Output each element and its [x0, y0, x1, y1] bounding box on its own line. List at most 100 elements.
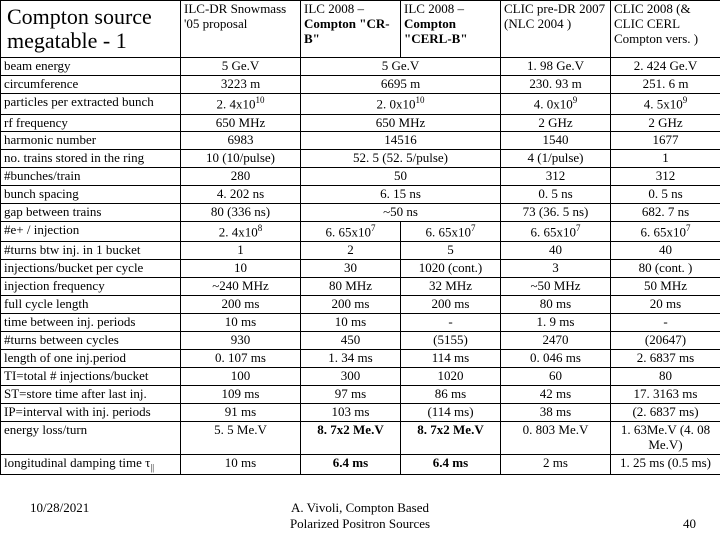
table-row: bunch spacing 4. 202 ns 6. 15 ns 0. 5 ns… — [1, 186, 720, 204]
cell: 2. 424 Ge.V — [611, 58, 720, 76]
cell: 0. 803 Me.V — [501, 421, 611, 454]
cell: 80 MHz — [301, 278, 401, 296]
cell: 2 — [301, 242, 401, 260]
cell: 1. 34 ms — [301, 350, 401, 368]
row-label: #turns between cycles — [1, 332, 181, 350]
cell: 60 — [501, 367, 611, 385]
cell: 38 ms — [501, 403, 611, 421]
row-label: #e+ / injection — [1, 222, 181, 242]
table-row: #turns between cycles 930 450 (5155) 247… — [1, 332, 720, 350]
cell: (20647) — [611, 332, 720, 350]
cell: 17. 3163 ms — [611, 385, 720, 403]
cell: 1 — [611, 150, 720, 168]
cell: 50 MHz — [611, 278, 720, 296]
table-row: no. trains stored in the ring 10 (10/pul… — [1, 150, 720, 168]
cell: 1677 — [611, 132, 720, 150]
title-line-1: Compton source — [7, 4, 152, 29]
table-title: Compton source megatable - 1 — [1, 1, 181, 58]
cell: 6. 15 ns — [301, 186, 501, 204]
cell: 5 Ge.V — [301, 58, 501, 76]
row-label: particles per extracted bunch — [1, 94, 181, 114]
cell: 2. 0x1010 — [301, 94, 501, 114]
cell: 10 ms — [301, 314, 401, 332]
cell: 2 ms — [501, 454, 611, 474]
cell: 8. 7x2 Me.V — [401, 421, 501, 454]
cell: 312 — [501, 168, 611, 186]
col-header-4: CLIC pre-DR 2007 (NLC 2004 ) — [501, 1, 611, 58]
cell: 0. 5 ns — [611, 186, 720, 204]
table-row: injection frequency ~240 MHz 80 MHz 32 M… — [1, 278, 720, 296]
table-row: particles per extracted bunch 2. 4x1010 … — [1, 94, 720, 114]
cell: 1020 (cont.) — [401, 260, 501, 278]
cell: 0. 046 ms — [501, 350, 611, 368]
table-row: IP=interval with inj. periods 91 ms 103 … — [1, 403, 720, 421]
cell: 6. 65x107 — [611, 222, 720, 242]
cell: 80 ms — [501, 296, 611, 314]
cell: 80 (cont. ) — [611, 260, 720, 278]
cell: 80 (336 ns) — [181, 204, 301, 222]
cell: 312 — [611, 168, 720, 186]
cell: 6983 — [181, 132, 301, 150]
table-row: injections/bucket per cycle 10 30 1020 (… — [1, 260, 720, 278]
cell: (5155) — [401, 332, 501, 350]
cell: 5. 5 Me.V — [181, 421, 301, 454]
cell: - — [401, 314, 501, 332]
row-label: circumference — [1, 76, 181, 94]
table-row: beam energy 5 Ge.V 5 Ge.V 1. 98 Ge.V 2. … — [1, 58, 720, 76]
cell: 682. 7 ns — [611, 204, 720, 222]
cell: 52. 5 (52. 5/pulse) — [301, 150, 501, 168]
cell: 1. 9 ms — [501, 314, 611, 332]
cell: 1 — [181, 242, 301, 260]
cell: - — [611, 314, 720, 332]
cell: 5 Ge.V — [181, 58, 301, 76]
cell: 2 GHz — [501, 114, 611, 132]
col-header-1: ILC-DR Snowmass '05 proposal — [181, 1, 301, 58]
cell: (2. 6837 ms) — [611, 403, 720, 421]
col-header-3: ILC 2008 – Compton "CERL-B" — [401, 1, 501, 58]
table-row: harmonic number 6983 14516 1540 1677 — [1, 132, 720, 150]
cell: ~50 ns — [301, 204, 501, 222]
cell: 6695 m — [301, 76, 501, 94]
cell: 73 (36. 5 ns) — [501, 204, 611, 222]
row-label: gap between trains — [1, 204, 181, 222]
row-label: longitudinal damping time τ|| — [1, 454, 181, 474]
cell: 8. 7x2 Me.V — [301, 421, 401, 454]
cell: 32 MHz — [401, 278, 501, 296]
cell: 100 — [181, 367, 301, 385]
table-row: rf frequency 650 MHz 650 MHz 2 GHz 2 GHz — [1, 114, 720, 132]
table-row: full cycle length 200 ms 200 ms 200 ms 8… — [1, 296, 720, 314]
cell: 6.4 ms — [301, 454, 401, 474]
cell: ~50 MHz — [501, 278, 611, 296]
cell: 930 — [181, 332, 301, 350]
row-label: ST=store time after last inj. — [1, 385, 181, 403]
row-label: injection frequency — [1, 278, 181, 296]
cell: 200 ms — [401, 296, 501, 314]
table-row: #bunches/train 280 50 312 312 — [1, 168, 720, 186]
cell: 1. 63Me.V (4. 08 Me.V) — [611, 421, 720, 454]
cell: ~240 MHz — [181, 278, 301, 296]
cell: 4. 0x109 — [501, 94, 611, 114]
row-label: IP=interval with inj. periods — [1, 403, 181, 421]
row-label: no. trains stored in the ring — [1, 150, 181, 168]
cell: 2. 4x1010 — [181, 94, 301, 114]
cell: 40 — [501, 242, 611, 260]
cell: 2. 4x108 — [181, 222, 301, 242]
row-label: injections/bucket per cycle — [1, 260, 181, 278]
footer-overlay: 10/28/2021 A. Vivoli, Compton BasedPolar… — [0, 500, 720, 532]
cell: 14516 — [301, 132, 501, 150]
cell: 40 — [611, 242, 720, 260]
cell: 1. 25 ms (0.5 ms) — [611, 454, 720, 474]
footer-page: 40 — [683, 516, 696, 532]
cell: 6.4 ms — [401, 454, 501, 474]
cell: 50 — [301, 168, 501, 186]
cell: (114 ms) — [401, 403, 501, 421]
table-row: ST=store time after last inj. 109 ms 97 … — [1, 385, 720, 403]
table-row: length of one inj.period 0. 107 ms 1. 34… — [1, 350, 720, 368]
table-row: energy loss/turn 5. 5 Me.V 8. 7x2 Me.V 8… — [1, 421, 720, 454]
cell: 230. 93 m — [501, 76, 611, 94]
cell: 650 MHz — [301, 114, 501, 132]
cell: 251. 6 m — [611, 76, 720, 94]
megatable: Compton source megatable - 1 ILC-DR Snow… — [0, 0, 720, 475]
row-label: beam energy — [1, 58, 181, 76]
cell: 4. 202 ns — [181, 186, 301, 204]
